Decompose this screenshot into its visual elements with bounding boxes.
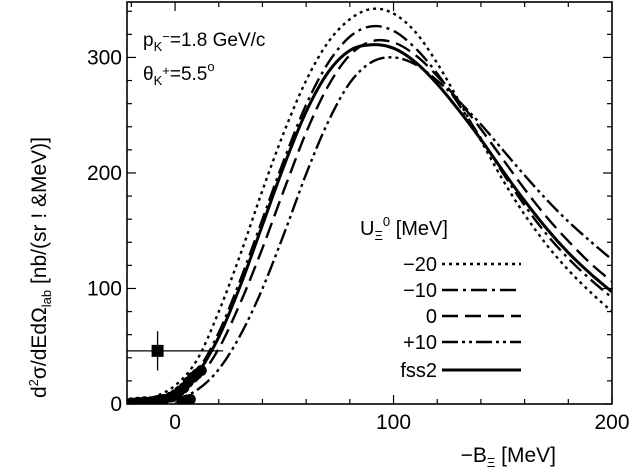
legend-label-0: −20 bbox=[403, 254, 437, 276]
y-tick-label: 100 bbox=[87, 277, 122, 300]
y-tick-label: 0 bbox=[110, 393, 122, 416]
axis-tick-labels: 0 100 200 0 100 200 300 bbox=[87, 46, 630, 434]
series-line-0 bbox=[131, 7, 612, 403]
square-data-point bbox=[151, 344, 164, 357]
series-layer bbox=[131, 7, 612, 404]
series-line-4 bbox=[131, 43, 612, 404]
x-axis-label: −BΞ [MeV] bbox=[461, 444, 556, 470]
y-tick-label: 300 bbox=[87, 46, 122, 69]
plot-frame bbox=[126, 1, 613, 405]
y-tick-label: 200 bbox=[87, 162, 122, 185]
series-line-3 bbox=[131, 56, 612, 404]
legend: −20 −10 0 +10 fss2 bbox=[400, 254, 521, 382]
series-line-1 bbox=[131, 24, 612, 404]
annotation-momentum: pK−=1.8 GeV/c bbox=[143, 29, 265, 54]
legend-label-1: −10 bbox=[403, 280, 437, 302]
y-axis-label: d2σ/dEdΩlab [nb/(sr ! &MeV)] bbox=[26, 137, 54, 398]
x-tick-label: 100 bbox=[376, 411, 411, 434]
legend-label-4: fss2 bbox=[400, 360, 437, 382]
legend-title: UΞ0 [MeV] bbox=[360, 214, 448, 243]
data-points-layer bbox=[127, 331, 224, 404]
data-point bbox=[184, 393, 196, 404]
legend-label-2: 0 bbox=[426, 306, 437, 328]
x-tick-label: 200 bbox=[594, 411, 629, 434]
legend-label-3: +10 bbox=[403, 332, 437, 354]
annotation-angle: θK+=5.5o bbox=[143, 59, 215, 88]
axis-ticks bbox=[127, 2, 613, 405]
x-tick-label: 0 bbox=[169, 411, 181, 434]
series-line-2 bbox=[131, 38, 612, 404]
data-point bbox=[195, 365, 207, 376]
